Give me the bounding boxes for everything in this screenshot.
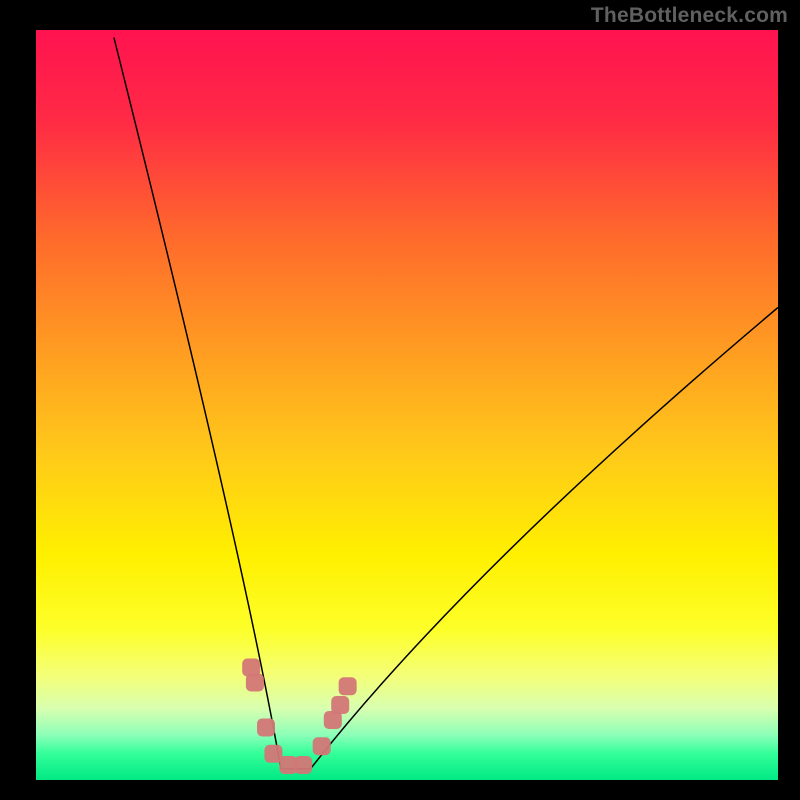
gradient-background bbox=[36, 30, 778, 780]
data-point-marker bbox=[339, 677, 357, 695]
data-point-marker bbox=[331, 696, 349, 714]
bottleneck-plot-area bbox=[36, 30, 778, 780]
bottleneck-chart-svg bbox=[36, 30, 778, 780]
data-point-marker bbox=[246, 674, 264, 692]
data-point-marker bbox=[313, 737, 331, 755]
data-point-marker bbox=[257, 719, 275, 737]
watermark-text: TheBottleneck.com bbox=[591, 4, 788, 28]
data-point-marker bbox=[294, 756, 312, 774]
